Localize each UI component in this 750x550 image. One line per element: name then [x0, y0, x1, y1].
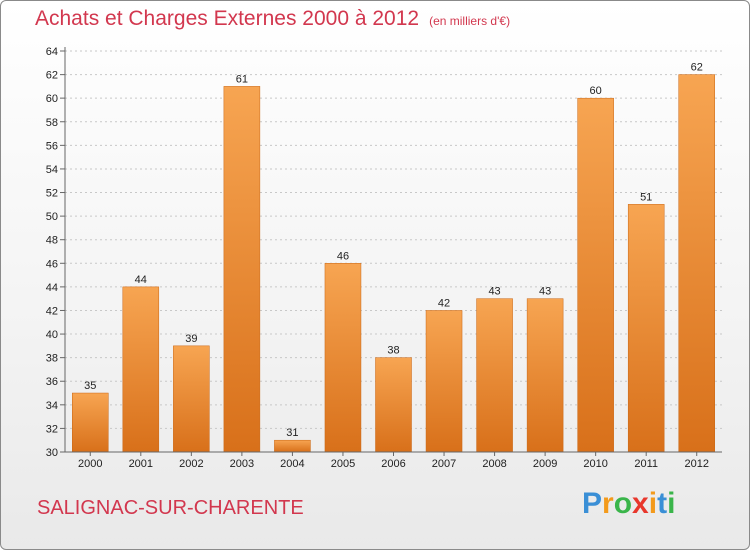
- logo-letter: t: [657, 487, 668, 520]
- bar-2001: [122, 286, 160, 453]
- y-tick-label: 44: [46, 282, 58, 294]
- y-tick-label: 42: [46, 305, 58, 317]
- y-tick-label: 34: [46, 400, 58, 412]
- bar-2003: [223, 86, 261, 453]
- bar-2006: [375, 357, 412, 453]
- data-label: 44: [135, 274, 147, 286]
- bar-2007: [425, 310, 463, 453]
- y-tick-label: 62: [46, 70, 58, 82]
- x-tick-label: 2004: [280, 458, 304, 470]
- y-tick-label: 36: [46, 376, 58, 388]
- data-label: 43: [488, 286, 500, 298]
- data-label: 60: [590, 85, 602, 97]
- x-tick-label: 2003: [230, 458, 254, 470]
- title-unit: (en milliers d'€): [429, 14, 511, 28]
- x-tick-label: 2012: [684, 458, 708, 470]
- y-tick-label: 56: [46, 140, 58, 152]
- x-tick-label: 2000: [78, 458, 102, 470]
- bar-2000: [72, 392, 109, 453]
- x-tick-label: 2001: [129, 458, 153, 470]
- data-label: 51: [640, 191, 652, 203]
- y-tick-label: 32: [46, 423, 58, 435]
- chart-title: Achats et Charges Externes 2000 à 2012 (e…: [35, 7, 510, 31]
- y-tick-labels: 30 32 34 36 38 40 42 44 46 48 50 52 54 56 58 60 62 64: [46, 46, 58, 459]
- y-tick-label: 48: [46, 235, 58, 247]
- y-tick-label: 58: [46, 117, 58, 129]
- y-tick-label: 46: [46, 258, 58, 270]
- commune-name: SALIGNAC-SUR-CHARENTE: [37, 497, 304, 519]
- y-tick-label: 30: [46, 447, 58, 459]
- logo-letter: o: [613, 487, 633, 520]
- x-tick-label: 2010: [583, 458, 607, 470]
- data-label: 62: [691, 62, 703, 74]
- x-tick-label: 2011: [634, 458, 658, 470]
- y-tick-label: 52: [46, 188, 58, 200]
- bar-2009: [526, 298, 564, 453]
- bar-2011: [627, 204, 665, 453]
- bar-2002: [173, 345, 210, 453]
- data-label: 43: [539, 286, 551, 298]
- logo-letter: P: [582, 487, 603, 520]
- logo-letter: i: [648, 487, 658, 520]
- bars: [72, 74, 715, 453]
- x-tick-label: 2002: [179, 458, 203, 470]
- data-label: 39: [185, 333, 197, 345]
- x-tick-label: 2005: [331, 458, 355, 470]
- x-tick-label: 2006: [381, 458, 405, 470]
- grid-lines: [60, 50, 722, 453]
- data-label: 42: [438, 297, 450, 309]
- x-tick-label: 2007: [432, 458, 456, 470]
- logo-letter: x: [632, 487, 649, 520]
- data-label: 61: [236, 73, 248, 85]
- data-label: 31: [286, 427, 298, 439]
- y-tick-label: 38: [46, 353, 58, 365]
- y-tick-label: 60: [46, 93, 58, 105]
- x-tick-labels: 2000 2001 2002 2003 2004 2005 2006 2007 2008 2009…: [78, 452, 709, 470]
- logo-letter: r: [602, 487, 614, 520]
- y-tick-label: 40: [46, 329, 58, 341]
- bar-2010: [577, 97, 614, 453]
- data-labels: 35 44 39 61 31 46 38 42 43 43 60 51 62: [84, 62, 703, 440]
- bar-2004: [274, 439, 311, 453]
- x-tick-label: 2008: [482, 458, 506, 470]
- bar-2005: [324, 263, 362, 453]
- proxiti-logo: Proxiti: [582, 487, 675, 521]
- data-label: 46: [337, 250, 349, 262]
- x-tick-label: 2009: [533, 458, 557, 470]
- y-tick-label: 50: [46, 211, 58, 223]
- bar-2012: [678, 74, 715, 453]
- data-label: 38: [387, 345, 399, 357]
- y-tick-label: 54: [46, 164, 58, 176]
- y-tick-label: 64: [46, 46, 58, 58]
- logo-letter: i: [667, 487, 676, 520]
- bar-2008: [476, 298, 513, 453]
- data-label: 35: [84, 380, 96, 392]
- title-main: Achats et Charges Externes 2000 à 2012: [35, 7, 420, 30]
